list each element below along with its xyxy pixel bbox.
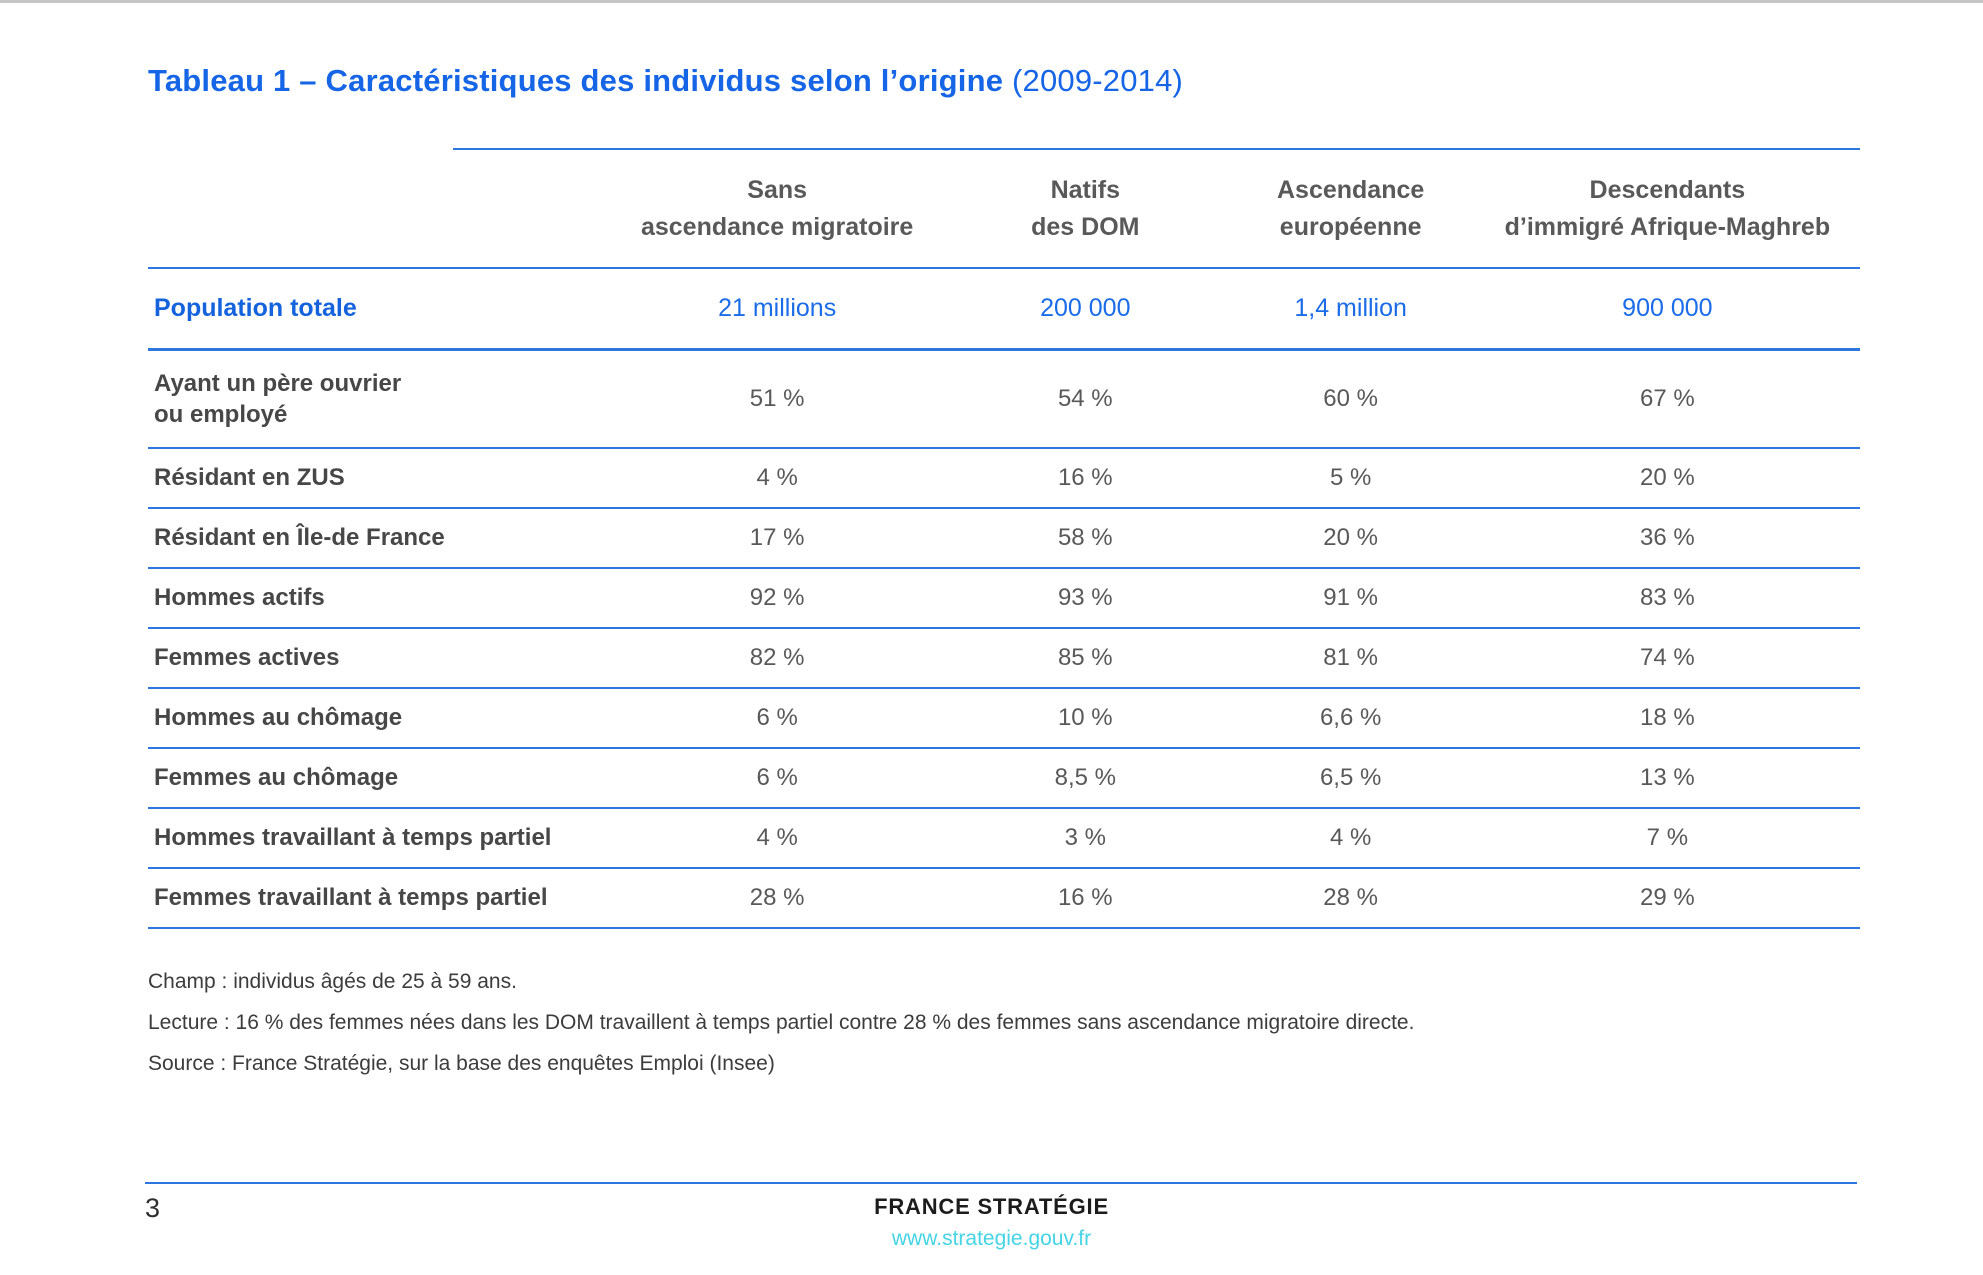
column-header-ascendance-europeenne: Ascendance européenne (1277, 176, 1425, 241)
cell-value: 20 % (1640, 464, 1695, 491)
row-label: Hommes travaillant à temps partiel (154, 824, 552, 852)
cell-value: 7 % (1646, 824, 1689, 851)
cell-value: 67 % (1640, 385, 1695, 412)
cell-value: 28 % (749, 884, 805, 911)
cell-value: 91 % (1323, 584, 1378, 611)
row-label: Femmes actives (154, 644, 340, 672)
cell-value: 58 % (1057, 524, 1113, 551)
cell-value: 17 % (749, 524, 805, 551)
table-row-femmes-actives: Femmes actives 82 % 85 % 81 % 74 % (148, 629, 1860, 689)
cell-value: 16 % (1057, 464, 1113, 491)
row-label: Hommes au chômage (154, 704, 403, 732)
footer-rule (145, 1182, 1857, 1184)
cell-value: 6 % (756, 764, 798, 791)
table-title-main: Tableau 1 – Caractéristiques des individ… (148, 63, 1004, 98)
cell-value: 36 % (1640, 524, 1695, 551)
cell-value: 74 % (1640, 644, 1695, 671)
table-footnotes: Champ : individus âgés de 25 à 59 ans. L… (148, 967, 1414, 1090)
cell-value: 51 % (749, 385, 805, 412)
footnote-champ: Champ : individus âgés de 25 à 59 ans. (148, 970, 517, 993)
cell-value: 6,6 % (1319, 704, 1382, 731)
cell-value: 85 % (1057, 644, 1113, 671)
cell-value: 18 % (1640, 704, 1695, 731)
footer-url-link[interactable]: www.strategie.gouv.fr (891, 1227, 1092, 1250)
row-label: Résidant en ZUS (154, 464, 345, 492)
cell-value: 93 % (1057, 584, 1113, 611)
table-row-pere-ouvrier: Ayant un père ouvrier ou employé 51 % 54… (148, 351, 1860, 449)
cell-value: 16 % (1057, 884, 1113, 911)
cell-value: 10 % (1057, 704, 1113, 731)
row-label: Hommes actifs (154, 584, 325, 612)
data-table: Sans ascendance migratoire Natifs des DO… (148, 148, 1860, 929)
column-header-sans-ascendance: Sans ascendance migratoire (640, 176, 914, 241)
column-header-natifs-dom: Natifs des DOM (1031, 176, 1140, 241)
footer-brand: FRANCE STRATÉGIE (874, 1194, 1109, 1219)
cell-value: 81 % (1323, 644, 1378, 671)
row-label: Ayant un père ouvrier ou employé (154, 369, 402, 428)
cell-value: 200 000 (1040, 294, 1131, 322)
table-row-femmes-temps-partiel: Femmes travaillant à temps partiel 28 % … (148, 869, 1860, 929)
row-label: Résidant en Île-de France (154, 524, 445, 552)
table-top-rule (453, 148, 1860, 150)
table-row-zus: Résidant en ZUS 4 % 16 % 5 % 20 % (148, 449, 1860, 509)
cell-value: 82 % (749, 644, 805, 671)
table-row-femmes-chomage: Femmes au chômage 6 % 8,5 % 6,5 % 13 % (148, 749, 1860, 809)
column-header-descendants-afrique-maghreb: Descendants d’immigré Afrique-Maghreb (1504, 176, 1831, 241)
cell-value: 20 % (1323, 524, 1378, 551)
table-row-hommes-actifs: Hommes actifs 92 % 93 % 91 % 83 % (148, 569, 1860, 629)
footnote-lecture: Lecture : 16 % des femmes nées dans les … (148, 1011, 1415, 1034)
cell-value: 6,5 % (1319, 764, 1382, 791)
table-title-years: (2009-2014) (1003, 63, 1184, 98)
cell-value: 8,5 % (1054, 764, 1116, 791)
row-label: Femmes au chômage (154, 764, 399, 792)
cell-value: 900 000 (1622, 294, 1713, 322)
table-header-row: Sans ascendance migratoire Natifs des DO… (148, 150, 1860, 269)
cell-value: 83 % (1640, 584, 1695, 611)
row-label: Population totale (154, 294, 357, 323)
table-row-population: Population totale 21 millions 200 000 1,… (148, 269, 1860, 351)
cell-value: 3 % (1064, 824, 1106, 851)
table-title: Tableau 1 – Caractéristiques des individ… (148, 63, 1183, 99)
cell-value: 92 % (749, 584, 805, 611)
cell-value: 28 % (1323, 884, 1378, 911)
cell-value: 1,4 million (1294, 294, 1407, 322)
cell-value: 5 % (1329, 464, 1372, 491)
table-row-hommes-chomage: Hommes au chômage 6 % 10 % 6,6 % 18 % (148, 689, 1860, 749)
cell-value: 4 % (756, 464, 798, 491)
cell-value: 21 millions (718, 294, 837, 322)
cell-value: 60 % (1323, 385, 1378, 412)
row-label: Femmes travaillant à temps partiel (154, 884, 548, 912)
cell-value: 54 % (1057, 385, 1113, 412)
page-number: 3 (145, 1193, 161, 1223)
table-row-hommes-temps-partiel: Hommes travaillant à temps partiel 4 % 3… (148, 809, 1860, 869)
cell-value: 6 % (756, 704, 798, 731)
table-row-ile-de-france: Résidant en Île-de France 17 % 58 % 20 %… (148, 509, 1860, 569)
cell-value: 4 % (756, 824, 798, 851)
footnote-source: Source : France Stratégie, sur la base d… (148, 1052, 775, 1075)
cell-value: 4 % (1329, 824, 1372, 851)
cell-value: 29 % (1640, 884, 1695, 911)
cell-value: 13 % (1640, 764, 1695, 791)
